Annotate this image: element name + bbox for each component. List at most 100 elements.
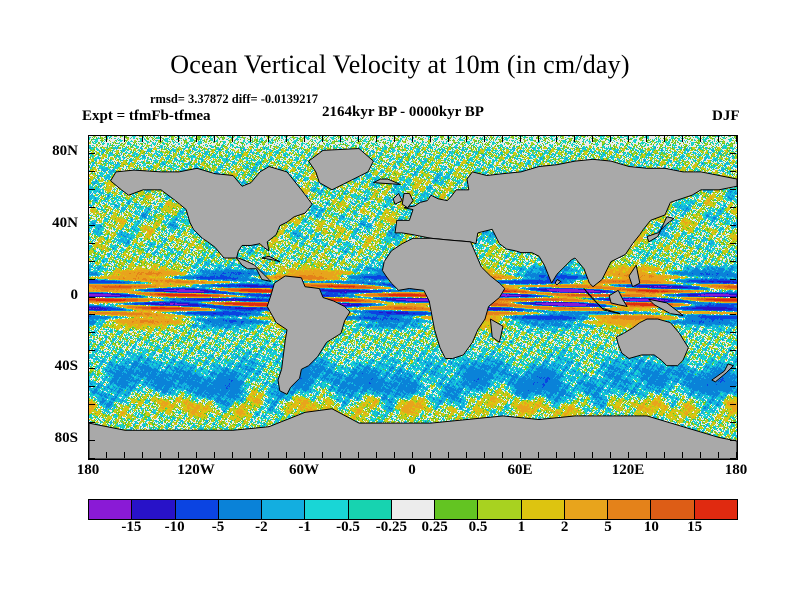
colorbar-tick: -1 (298, 519, 311, 535)
colorbar-segment (175, 500, 219, 519)
x-tick-bottom (700, 452, 701, 458)
y-tick-left (89, 242, 95, 244)
experiment-label: Expt = tfmFb-tfmea (82, 108, 211, 124)
x-tick-bottom (448, 452, 449, 458)
x-tick-bottom (142, 452, 143, 458)
x-axis-label: 0 (408, 462, 416, 478)
y-tick-left (89, 278, 95, 280)
y-tick-right (730, 242, 736, 244)
y-tick-right (730, 368, 736, 370)
colorbar-segment (608, 500, 652, 519)
x-tick-bottom (358, 452, 359, 458)
x-tick-bottom (124, 452, 125, 458)
colorbar-segment (435, 500, 479, 519)
period-label: 2164kyr BP - 0000kyr BP (322, 104, 484, 120)
x-tick-top (178, 136, 179, 142)
x-tick-top (484, 136, 485, 142)
y-axis-label: 40N (52, 214, 78, 231)
x-tick-top (214, 136, 215, 142)
x-tick-bottom (286, 452, 287, 458)
y-tick-right (730, 224, 736, 226)
y-tick-left (89, 135, 95, 136)
x-tick-top (304, 136, 305, 142)
x-tick-top (610, 136, 611, 142)
colorbar-segment (262, 500, 306, 519)
x-tick-bottom (520, 452, 521, 458)
y-axis-label: 80S (54, 430, 78, 447)
colorbar-tick-labels: -15 -10 -5 -2 -1 -0.5 -0.25 0.25 0.5 1 2 5 10 15 (88, 519, 738, 541)
colorbar-segment (305, 500, 349, 519)
x-tick-bottom (160, 452, 161, 458)
y-tick-right (730, 404, 736, 406)
y-tick-right (730, 188, 736, 190)
x-tick-top (556, 136, 557, 142)
x-tick-bottom (322, 452, 323, 458)
colorbar-tick: -0.25 (375, 519, 407, 535)
y-tick-right (730, 386, 736, 388)
x-tick-top (412, 136, 413, 142)
colorbar-segment (89, 500, 133, 519)
x-tick-top (592, 136, 593, 142)
x-tick-top (196, 136, 197, 142)
y-tick-right (730, 350, 736, 352)
x-axis-label: 120E (611, 462, 645, 478)
x-tick-bottom (304, 452, 305, 458)
x-tick-top (682, 136, 683, 142)
y-tick-left (89, 404, 95, 406)
x-tick-bottom (502, 452, 503, 458)
x-tick-bottom (718, 452, 719, 458)
x-tick-top (628, 136, 629, 142)
x-tick-top (106, 136, 107, 142)
x-tick-bottom (268, 452, 269, 458)
colorbar-tick: 1 (517, 519, 526, 535)
x-tick-bottom (430, 452, 431, 458)
y-tick-right (730, 278, 736, 280)
colorbar-tick: -0.5 (336, 519, 360, 535)
y-tick-left (89, 332, 95, 334)
y-tick-right (730, 332, 736, 334)
colorbar-segment (132, 500, 176, 519)
y-tick-left (89, 152, 95, 154)
x-tick-bottom (556, 452, 557, 458)
x-tick-top (142, 136, 143, 142)
x-tick-bottom (484, 452, 485, 458)
x-tick-bottom (394, 452, 395, 458)
colorbar-tick: 2 (560, 519, 569, 535)
y-tick-right (730, 206, 736, 208)
x-tick-bottom (196, 452, 197, 458)
y-tick-right (730, 314, 736, 316)
x-axis-label: 180 (76, 462, 100, 478)
x-tick-top (520, 136, 521, 142)
y-tick-right (730, 170, 736, 172)
x-tick-top (394, 136, 395, 142)
y-tick-right (730, 135, 736, 136)
x-axis-label: 120W (177, 462, 215, 478)
x-tick-top (718, 136, 719, 142)
x-tick-bottom (232, 452, 233, 458)
y-tick-left (89, 440, 95, 442)
x-tick-top (88, 136, 89, 142)
y-tick-left (89, 224, 95, 226)
x-tick-top (124, 136, 125, 142)
x-tick-top (268, 136, 269, 142)
x-tick-top (322, 136, 323, 142)
map-canvas (89, 136, 737, 459)
colorbar-tick: 5 (604, 519, 612, 535)
colorbar-segment (478, 500, 522, 519)
y-tick-right (730, 152, 736, 154)
colorbar-tick: -15 (121, 519, 142, 535)
y-tick-right (730, 458, 736, 459)
y-tick-left (89, 386, 95, 388)
x-tick-top (538, 136, 539, 142)
map-plot-area (88, 135, 738, 460)
x-tick-top (700, 136, 701, 142)
colorbar-segment (694, 500, 737, 519)
x-tick-top (574, 136, 575, 142)
x-tick-bottom (646, 452, 647, 458)
y-tick-left (89, 188, 95, 190)
colorbar-segment (564, 500, 609, 519)
x-tick-bottom (178, 452, 179, 458)
x-tick-top (502, 136, 503, 142)
colorbar-tick: -5 (211, 519, 225, 535)
